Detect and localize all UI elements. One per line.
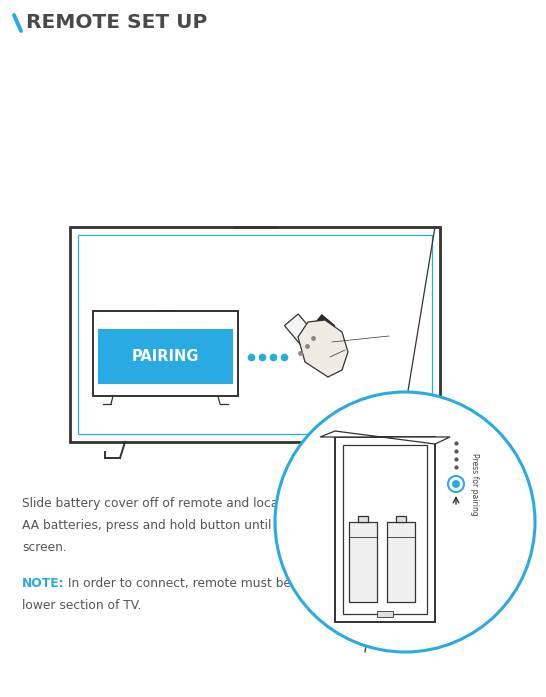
Bar <box>377 611 393 617</box>
Text: AA batteries, press and hold button until connection is confirmed on: AA batteries, press and hold button unti… <box>22 519 441 532</box>
Bar <box>343 445 427 614</box>
Text: screen.: screen. <box>22 541 67 554</box>
Bar <box>396 516 406 522</box>
Circle shape <box>452 480 460 488</box>
Bar <box>358 516 368 522</box>
Text: Slide battery cover off of remote and locate pairing button. Insert 2: Slide battery cover off of remote and lo… <box>22 497 436 510</box>
Bar <box>78 235 432 434</box>
Bar <box>70 227 440 442</box>
Circle shape <box>275 392 535 652</box>
Polygon shape <box>298 320 348 377</box>
Text: REMOTE SET UP: REMOTE SET UP <box>26 13 207 33</box>
Bar <box>387 522 415 602</box>
Circle shape <box>448 476 464 492</box>
Text: In order to connect, remote must be less than eight inches from: In order to connect, remote must be less… <box>64 577 462 590</box>
Bar <box>93 311 238 396</box>
Text: PAIRING: PAIRING <box>132 349 199 364</box>
Bar <box>98 329 233 384</box>
Text: Press for pairing: Press for pairing <box>470 452 479 515</box>
Polygon shape <box>313 314 336 336</box>
Polygon shape <box>284 314 336 370</box>
Text: lower section of TV.: lower section of TV. <box>22 599 141 612</box>
Bar <box>349 522 377 602</box>
Bar <box>335 437 435 622</box>
Text: NOTE:: NOTE: <box>22 577 64 590</box>
Polygon shape <box>320 431 450 444</box>
